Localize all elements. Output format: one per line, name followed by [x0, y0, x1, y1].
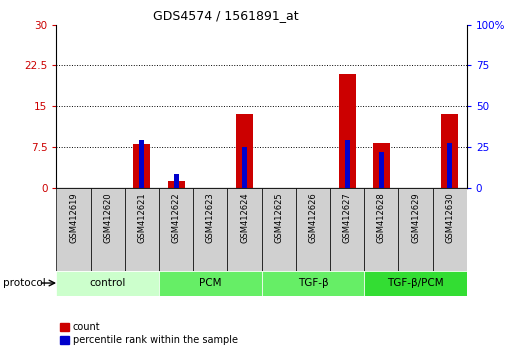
Text: GSM412625: GSM412625 [274, 193, 283, 243]
Text: GSM412627: GSM412627 [343, 193, 351, 243]
Bar [91, 188, 125, 271]
Bar [379, 152, 384, 188]
Bar [345, 141, 350, 188]
Bar [339, 74, 356, 188]
Bar [364, 271, 467, 296]
Text: GDS4574 / 1561891_at: GDS4574 / 1561891_at [153, 9, 299, 22]
Text: GSM412619: GSM412619 [69, 193, 78, 243]
Text: GSM412624: GSM412624 [240, 193, 249, 243]
Bar [432, 188, 467, 271]
Bar [159, 188, 193, 271]
Bar [193, 188, 227, 271]
Text: GSM412621: GSM412621 [137, 193, 146, 243]
Bar [330, 188, 364, 271]
Bar [125, 188, 159, 271]
Bar [373, 143, 390, 188]
Bar [242, 147, 247, 188]
Text: GSM412620: GSM412620 [103, 193, 112, 243]
Text: control: control [90, 278, 126, 288]
Bar [56, 271, 159, 296]
Bar [227, 188, 262, 271]
Bar [364, 188, 399, 271]
Text: GSM412623: GSM412623 [206, 193, 215, 243]
Bar [262, 188, 296, 271]
Bar [262, 271, 364, 296]
Bar [236, 114, 253, 188]
Bar [133, 144, 150, 188]
Bar [56, 188, 91, 271]
Text: GSM412622: GSM412622 [172, 193, 181, 243]
Bar [399, 188, 432, 271]
Text: TGF-β/PCM: TGF-β/PCM [387, 278, 444, 288]
Text: PCM: PCM [199, 278, 222, 288]
Text: GSM412626: GSM412626 [308, 193, 318, 243]
Bar [159, 271, 262, 296]
Bar [441, 114, 458, 188]
Bar [140, 141, 145, 188]
Bar [173, 174, 179, 188]
Bar [296, 188, 330, 271]
Bar [168, 181, 185, 188]
Bar [447, 143, 452, 188]
Text: TGF-β: TGF-β [298, 278, 328, 288]
Text: protocol: protocol [3, 278, 45, 288]
Legend: count, percentile rank within the sample: count, percentile rank within the sample [56, 319, 242, 349]
Text: GSM412629: GSM412629 [411, 193, 420, 243]
Text: GSM412630: GSM412630 [445, 193, 454, 243]
Text: GSM412628: GSM412628 [377, 193, 386, 243]
